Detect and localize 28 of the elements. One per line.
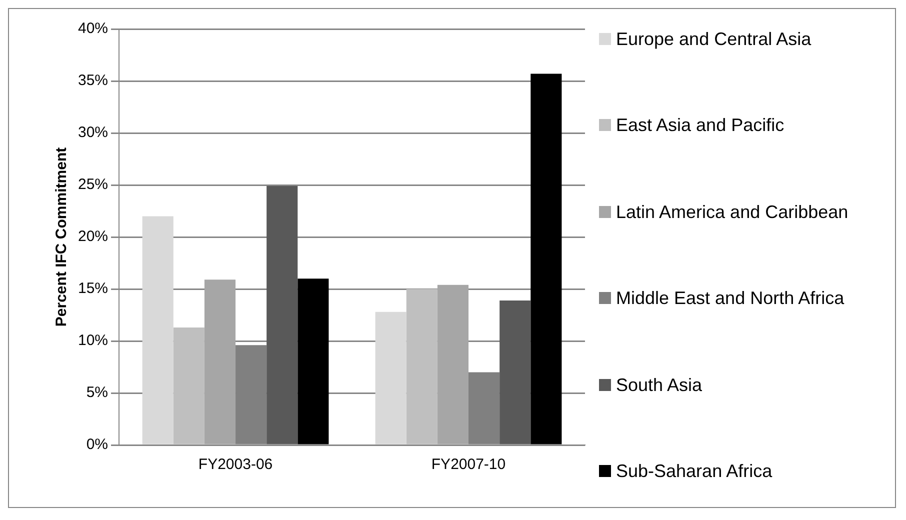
y-tick-label: 40%: [78, 20, 108, 38]
legend-label: Middle East and North Africa: [616, 287, 844, 310]
y-tick-label: 20%: [78, 228, 108, 246]
legend-label: Latin America and Caribbean: [616, 200, 848, 224]
bar: [437, 284, 469, 444]
y-tick-label: 25%: [78, 176, 108, 194]
bar: [266, 186, 298, 444]
legend-label: East Asia and Pacific: [616, 114, 784, 138]
bar: [173, 327, 204, 444]
y-tick-label: 15%: [78, 280, 108, 298]
y-tick-label: 35%: [78, 72, 108, 90]
bar: [530, 74, 562, 444]
bar: [204, 280, 236, 444]
x-tick-label: FY2007-10: [431, 456, 506, 474]
y-axis-title: Percent IFC Commitment: [53, 147, 70, 327]
bar: [500, 300, 531, 444]
y-tick-label: 5%: [86, 384, 108, 402]
legend-label: Sub-Saharan Africa: [616, 460, 772, 483]
bar: [375, 312, 406, 444]
bar: [142, 216, 174, 444]
x-tick-label: FY2003-06: [198, 456, 273, 474]
bar: [406, 289, 438, 444]
y-tick-label: 10%: [78, 332, 108, 350]
y-tick-label: 30%: [78, 124, 108, 142]
legend-label: Europe and Central Asia: [616, 28, 812, 51]
y-tick-label: 0%: [86, 436, 108, 454]
legend-label: South Asia: [616, 374, 702, 397]
bar: [298, 278, 329, 444]
